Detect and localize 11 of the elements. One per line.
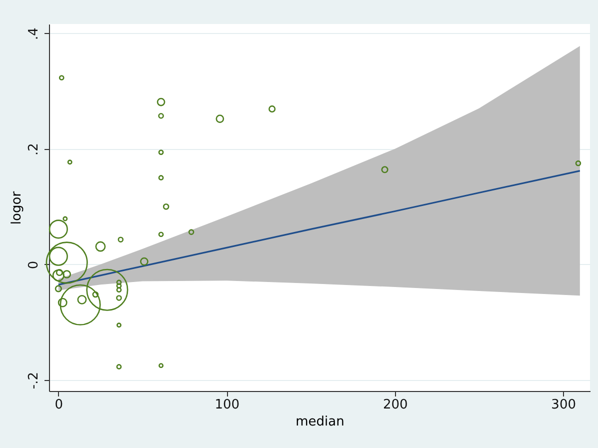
- y-tick-label: .2: [26, 143, 42, 156]
- y-tick-label: -.2: [26, 372, 42, 390]
- x-axis-title: median: [296, 414, 344, 430]
- x-tick-label: 200: [382, 398, 408, 412]
- x-tick-label: 0: [54, 398, 64, 412]
- y-tick-label: .4: [26, 28, 42, 40]
- y-axis-title: logor: [10, 190, 24, 225]
- x-tick-label: 300: [551, 398, 576, 412]
- line-series: [58, 170, 581, 286]
- x-tick-label: 100: [214, 398, 240, 412]
- y-tick-label: 0: [26, 260, 42, 270]
